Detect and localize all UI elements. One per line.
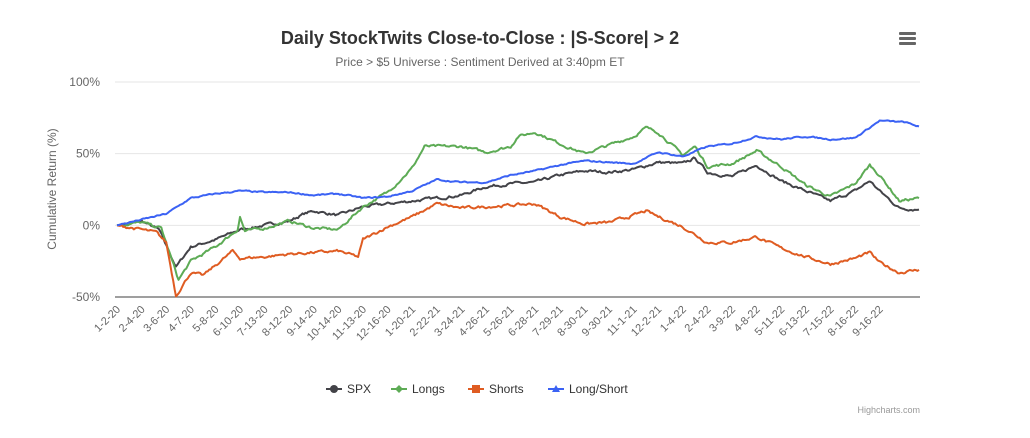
diamond-marker-icon	[395, 385, 403, 393]
chart-subtitle: Price > $5 Universe : Sentiment Derived …	[335, 55, 625, 69]
y-tick-label: -50%	[72, 290, 100, 304]
series-line-longs[interactable]	[116, 125, 920, 281]
legend-item-longs[interactable]: Longs	[391, 382, 445, 396]
triangle-marker-icon	[552, 385, 560, 392]
x-tick-label: 1-4-22	[658, 304, 689, 335]
series-line-long-short[interactable]	[116, 119, 920, 227]
x-tick-label: 3-6-20	[141, 304, 172, 335]
square-marker-icon	[472, 385, 480, 393]
y-axis-ticks: 100% 50% 0% -50%	[69, 75, 100, 304]
grid	[115, 81, 920, 298]
legend: SPX Longs Shorts Long/Short	[326, 382, 628, 396]
series-lines	[116, 119, 920, 298]
x-tick-label: 2-4-20	[117, 304, 148, 335]
legend-label: Shorts	[489, 382, 524, 396]
x-tick-label: 1-2-20	[92, 304, 123, 335]
legend-item-spx[interactable]: SPX	[326, 382, 371, 396]
x-tick-label: 3-9-22	[707, 304, 738, 335]
credits-link[interactable]: Highcharts.com	[857, 405, 920, 415]
x-tick-label: 4-7-20	[166, 304, 197, 335]
y-axis-title: Cumulative Return (%)	[45, 128, 59, 249]
x-axis-ticks: 1-2-202-4-203-6-204-7-205-8-206-10-207-1…	[92, 304, 886, 344]
circle-marker-icon	[330, 385, 338, 393]
series-line-shorts[interactable]	[116, 201, 920, 298]
y-tick-label: 0%	[83, 218, 101, 232]
x-tick-label: 2-4-22	[683, 304, 714, 335]
legend-label: Long/Short	[569, 382, 628, 396]
chart-title: Daily StockTwits Close-to-Close : |S-Sco…	[281, 28, 679, 48]
hamburger-menu-icon[interactable]	[895, 27, 921, 49]
legend-item-shorts[interactable]: Shorts	[468, 382, 524, 396]
y-tick-label: 100%	[69, 75, 100, 89]
y-tick-label: 50%	[76, 147, 100, 161]
legend-label: Longs	[412, 382, 445, 396]
legend-item-long-short[interactable]: Long/Short	[548, 382, 628, 396]
legend-label: SPX	[347, 382, 371, 396]
